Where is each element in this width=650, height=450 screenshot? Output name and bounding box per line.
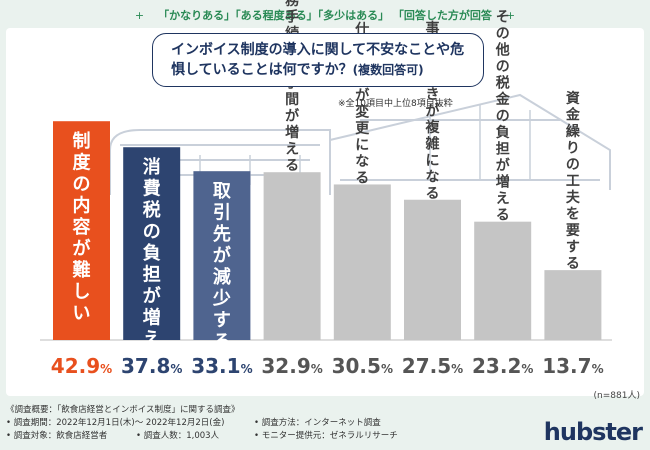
value-label-5: 30.5% [332, 354, 393, 378]
footer-title: 《調査概要：「飲食店経営とインボイス制度」に関する調査》 [6, 405, 240, 415]
footer-period: • 調査期間：2022年12月1日(木)～ 2022年12月2日(金) [6, 418, 225, 428]
bar-4 [263, 172, 321, 340]
survey-footer: 《調査概要：「飲食店経営とインボイス制度」に関する調査》 • 調査期間：2022… [6, 404, 546, 443]
footer-method: • 調査方法：インターネット調査 [254, 418, 381, 428]
value-label-4: 32.9% [261, 354, 322, 378]
question-suffix: (複数回答可) [352, 63, 424, 77]
subset-note: ※全10項目中上位8項目抜粋 [338, 99, 453, 109]
footer-monitor: • モニター提供元：ゼネラルリサーチ [254, 431, 398, 441]
bar-2 [123, 147, 181, 340]
bar-8 [544, 270, 602, 340]
value-label-8: 13.7% [542, 354, 603, 378]
category-label-1: 制度の内容が難しい [73, 131, 92, 324]
value-label-1: 42.9% [51, 354, 112, 378]
value-label-3: 33.1% [191, 354, 252, 378]
bar-6 [404, 199, 461, 340]
header-note: + 「かなりある」「ある程度ある」「多少はある」 「回答した方が回答 + [134, 9, 516, 22]
question-text: インボイス制度の導入に関して不安なことや危惧していることは何ですか？(複数回答可… [171, 42, 465, 78]
category-label-4: 事務手続きの手間が増える [285, 0, 300, 174]
value-label-6: 27.5% [402, 354, 463, 378]
hubster-logo: hubster [543, 418, 643, 446]
value-label-7: 23.2% [472, 354, 533, 378]
sample-size-note: (n=881人) [593, 391, 640, 401]
category-label-2: 消費税の負担が増える [143, 156, 161, 372]
footer-target: • 調査対象：飲食店経営者 [6, 431, 108, 441]
chart-card [6, 28, 644, 396]
footer-count: • 調査人数：1,003人 [136, 431, 220, 441]
value-label-2: 37.8% [121, 354, 182, 378]
category-label-3: 取引先が減少する [212, 181, 232, 353]
bar-5 [333, 184, 391, 340]
category-label-8: 資金繰りの工夫を要する [565, 90, 581, 272]
bar-7 [474, 221, 532, 340]
bar-3 [193, 171, 251, 340]
bar-1 [53, 121, 110, 341]
question-bubble: インボイス制度の導入に関して不安なことや危惧していることは何ですか？(複数回答可… [152, 33, 484, 87]
category-label-7: その他の税金の負担が増える [495, 10, 511, 224]
